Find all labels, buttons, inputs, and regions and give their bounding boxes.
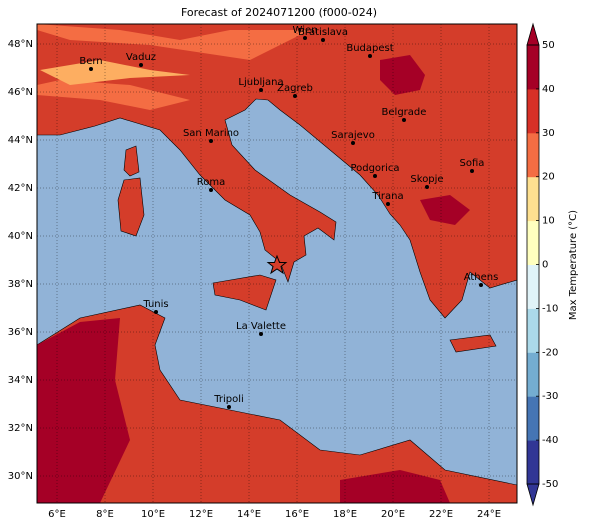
city-dot [425,185,429,189]
city-label: San Marino [183,128,239,139]
city-label: Tunis [142,299,168,310]
city-label: Roma [197,177,226,188]
city-label: Tirana [371,191,403,202]
city-dot [209,188,213,192]
title: Forecast of 2024071200 (f000-024) [181,6,377,19]
city-label: Vaduz [126,52,156,63]
city-label: Budapest [346,43,393,54]
city-dot [386,202,390,206]
city-label: Tripoli [213,394,244,405]
lat-label: 38°N [8,279,33,290]
lat-label: 36°N [8,327,33,338]
colorbar-band [527,396,539,441]
lat-label: 42°N [8,183,33,194]
colorbar-band [527,264,539,309]
city-dot [479,283,483,287]
lat-label: 40°N [8,231,33,242]
graticule: 48°N 46°N 44°N 42°N 40°N 38°N 36°N 34°N 32°N 30°N… [8,24,517,520]
lon-label: 10°E [141,509,165,520]
land-hot [37,318,130,503]
city-label: Wien [293,25,318,36]
city-dot [209,139,213,143]
lat-label: 48°N [8,39,33,50]
city-label: Skopje [410,174,443,185]
city-label: La Valette [236,321,286,332]
colorbar-band [527,45,539,90]
land-hot [340,470,450,503]
land-hot [420,195,470,225]
land-light [37,80,190,110]
land-light [40,60,190,85]
lat-label: 30°N [8,471,33,482]
colorbar-tick-label: -10 [542,303,558,314]
colorbar-tick-label: 0 [542,260,548,271]
land-corsica [123,145,140,177]
city-dot [89,67,93,71]
colorbar-tick-label: 40 [542,84,555,95]
lon-label: 24°E [477,509,501,520]
colorbar: 50 40 30 20 10 0 -10 -20 -30 -40 -50 [526,22,558,507]
colorbar-arrow [526,22,540,46]
city-label: Athens [464,272,499,283]
city-label: Bern [79,56,102,67]
lon-label: 18°E [333,509,357,520]
colorbar-tick-label: 50 [542,40,555,51]
city-label: Zagreb [277,83,313,94]
colorbar-tick-label: -20 [542,347,558,358]
lon-label: 12°E [189,509,213,520]
colorbar-band [527,220,539,265]
lon-label: 6°E [48,509,66,520]
colorbar-band [527,308,539,353]
city-dot [293,94,297,98]
city-dot [154,310,158,314]
star-marker [266,254,288,275]
city-dot [321,38,325,42]
colorbar-band [527,132,539,178]
colorbar-tick-label: -50 [542,479,558,490]
city-dot [227,405,231,409]
lon-label: 8°E [96,509,114,520]
city-dot [259,88,263,92]
city-dot [402,118,406,122]
land-hot [380,55,425,95]
lon-label: 20°E [381,509,405,520]
city-label: Belgrade [382,107,427,118]
lat-label: 46°N [8,87,33,98]
land-sicily [212,274,277,311]
lon-label: 16°E [285,509,309,520]
city-dot [470,169,474,173]
city-dot [259,332,263,336]
lon-label: 22°E [429,509,453,520]
colorbar-tick-label: -40 [542,435,558,446]
colorbar-band [527,176,539,222]
colorbar-label: Max Temperature (°C) [568,210,579,320]
city-label: Sofia [460,158,485,169]
lat-label: 32°N [8,423,33,434]
city-dot [139,63,143,67]
colorbar-arrow [526,483,540,507]
city-dot [368,54,372,58]
city-label: Ljubljana [238,77,283,88]
colorbar-tick-label: 10 [542,216,555,227]
colorbar-tick-label: -30 [542,391,558,402]
colorbar-tick-label: 20 [542,172,555,183]
colorbar-band [527,440,539,485]
colorbar-band [527,88,539,134]
land-crete [449,334,497,353]
colorbar-tick-label: 30 [542,128,555,139]
lat-label: 44°N [8,135,33,146]
city-dot [303,36,307,40]
lon-label: 14°E [237,509,261,520]
city-label: Bratislava [298,27,348,38]
city-label: Sarajevo [331,130,375,141]
city-dot [373,174,377,178]
colorbar-band [527,352,539,397]
lat-label: 34°N [8,375,33,386]
map-frame [36,23,518,504]
city-label: Podgorica [350,163,399,174]
city-dot [351,141,355,145]
